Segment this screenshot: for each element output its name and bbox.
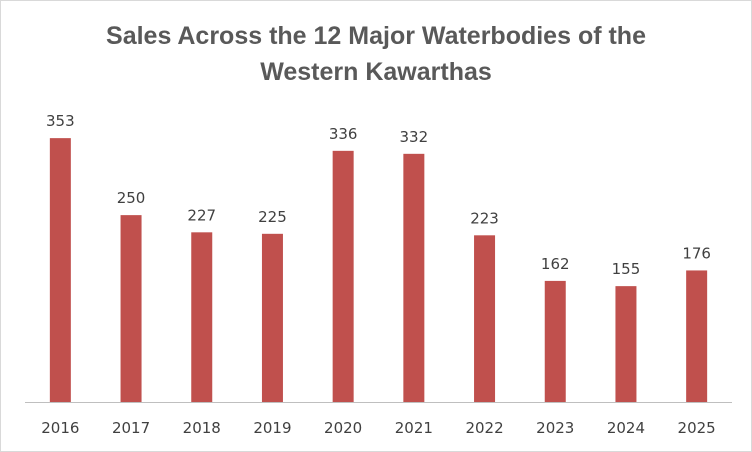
x-tick-label-2016: 2016: [41, 419, 79, 437]
bar-2022: [474, 235, 496, 402]
value-label-2023: 162: [541, 255, 570, 273]
value-label-2024: 155: [612, 260, 641, 278]
value-label-2019: 225: [258, 208, 287, 226]
x-tick-label-2022: 2022: [465, 419, 503, 437]
value-label-2020: 336: [329, 125, 358, 143]
bar-2018: [191, 232, 213, 402]
x-tick-label-2018: 2018: [183, 419, 221, 437]
bar-2025: [686, 270, 708, 402]
chart-title-line-2: Western Kawarthas: [260, 58, 492, 86]
value-label-2021: 332: [400, 128, 429, 146]
x-tick-label-2024: 2024: [607, 419, 645, 437]
x-tick-label-2017: 2017: [112, 419, 150, 437]
bar-2023: [544, 280, 566, 402]
bar-2021: [403, 153, 425, 402]
value-label-2017: 250: [117, 189, 146, 207]
value-labels-group: 353 250 227 225 336 332 223 162 155 176: [46, 112, 711, 278]
value-label-2025: 176: [682, 244, 711, 262]
bar-2017: [120, 215, 142, 402]
bar-2016: [49, 138, 71, 402]
chart-title: Sales Across the 12 Major Waterbodies of…: [0, 18, 752, 90]
bar-2019: [261, 233, 283, 402]
tick-labels-group: 2016 2017 2018 2019 2020 2021 2022 2023 2024 2025: [41, 419, 715, 437]
x-tick-label-2019: 2019: [253, 419, 291, 437]
value-label-2022: 223: [470, 209, 499, 227]
bars-group: [49, 138, 708, 402]
chart-title-line-1: Sales Across the 12 Major Waterbodies of…: [106, 22, 646, 50]
x-tick-label-2020: 2020: [324, 419, 362, 437]
x-tick-label-2025: 2025: [678, 419, 716, 437]
value-label-2018: 227: [187, 206, 216, 224]
x-tick-label-2021: 2021: [395, 419, 433, 437]
bar-2024: [615, 286, 637, 402]
value-label-2016: 353: [46, 112, 75, 130]
x-tick-label-2023: 2023: [536, 419, 574, 437]
bar-2020: [332, 150, 354, 402]
